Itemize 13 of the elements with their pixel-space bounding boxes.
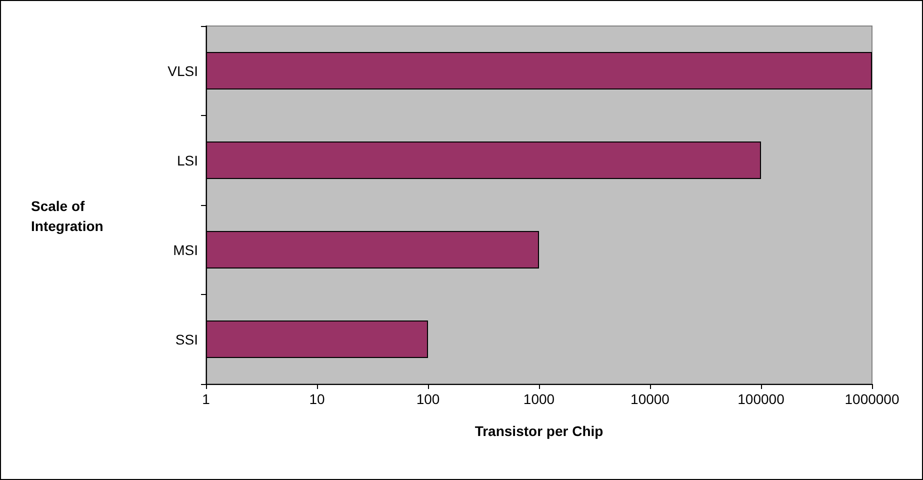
x-tick-label: 10000 bbox=[630, 391, 670, 407]
x-tick-label: 1 bbox=[202, 391, 210, 407]
x-tick-label: 1000000 bbox=[844, 391, 900, 407]
y-tick-label: MSI bbox=[173, 242, 198, 258]
x-tick-label: 1000 bbox=[523, 391, 555, 407]
y-tick-label: SSI bbox=[175, 331, 198, 348]
y-axis-title: Scale of Integration bbox=[31, 198, 104, 234]
x-tick-label: 100 bbox=[416, 391, 440, 407]
x-tick-label: 100000 bbox=[738, 391, 785, 407]
x-axis-title: Transistor per Chip bbox=[474, 423, 604, 439]
x-tick-label: 10 bbox=[309, 391, 325, 407]
y-tick-label: VLSI bbox=[168, 62, 198, 79]
y-tick-label: LSI bbox=[176, 152, 198, 168]
